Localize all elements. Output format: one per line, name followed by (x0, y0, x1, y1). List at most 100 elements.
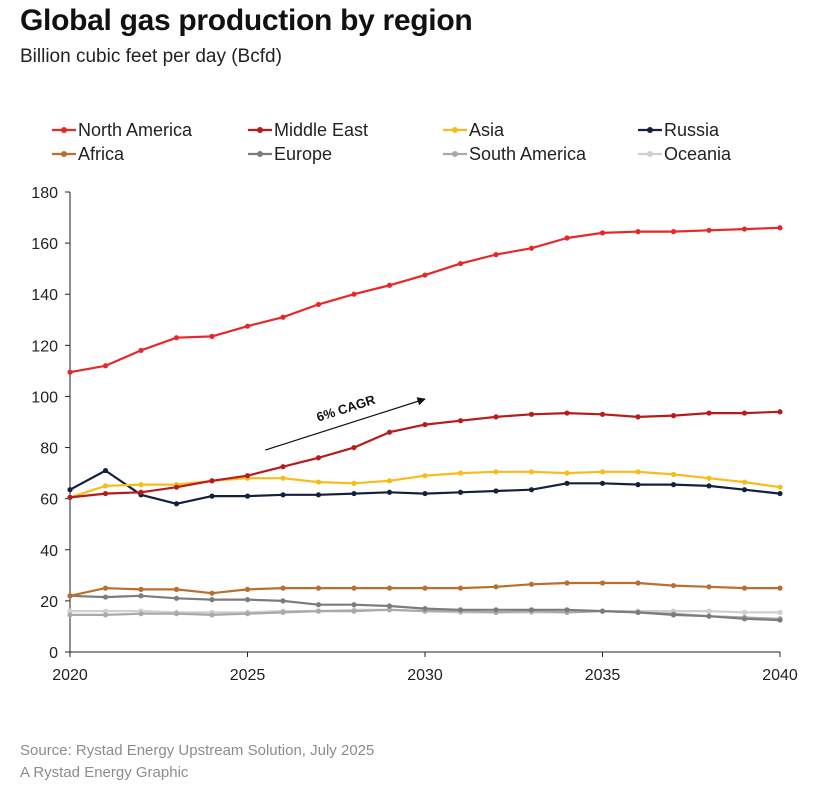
data-point-oceania (741, 609, 748, 615)
data-point-africa (280, 585, 286, 591)
legend-label: South America (469, 144, 587, 164)
y-tick-label: 40 (40, 543, 58, 560)
data-point-asia (280, 475, 286, 481)
data-point-africa (67, 593, 73, 599)
data-point-europe (777, 617, 783, 623)
x-tick-label: 2025 (230, 667, 266, 684)
data-point-russia (280, 492, 286, 498)
series-europe (67, 593, 783, 623)
data-point-africa (635, 580, 641, 586)
data-point-north-america (102, 363, 109, 369)
data-point-south-america (173, 611, 180, 617)
data-point-russia (315, 492, 322, 498)
data-point-europe (564, 607, 570, 613)
cagr-label: 6% CAGR (315, 392, 378, 425)
data-point-south-america (386, 607, 393, 613)
data-point-europe (209, 597, 215, 603)
data-point-europe (493, 607, 499, 613)
data-point-africa (670, 582, 677, 589)
data-point-middle-east (351, 444, 357, 451)
data-point-africa (173, 586, 180, 592)
legend-label: Russia (664, 120, 720, 140)
legend-label: Oceania (664, 144, 732, 164)
x-tick-label: 2020 (52, 667, 88, 684)
legend-label: Asia (469, 120, 505, 140)
legend-label: Europe (274, 144, 332, 164)
legend-label: Africa (78, 144, 125, 164)
x-tick-label: 2040 (762, 667, 798, 684)
data-point-russia (670, 482, 677, 488)
series-layer (67, 225, 783, 623)
source-text: Source: Rystad Energy Upstream Solution,… (20, 742, 375, 759)
data-point-middle-east (422, 421, 428, 428)
legend-swatch-marker (61, 151, 67, 157)
data-point-middle-east (564, 410, 570, 416)
legend-item-europe: Europe (248, 144, 332, 164)
data-point-north-america (138, 347, 144, 354)
data-point-north-america (599, 230, 606, 236)
legend-item-africa: Africa (52, 144, 125, 164)
data-point-middle-east (315, 455, 322, 461)
data-point-europe (102, 594, 109, 600)
data-point-middle-east (209, 478, 215, 484)
data-point-europe (280, 598, 286, 604)
y-tick-label: 180 (31, 185, 58, 202)
data-point-europe (670, 612, 677, 618)
data-point-middle-east (173, 484, 180, 490)
data-point-north-america (315, 301, 322, 308)
legend-item-north-america: North America (52, 120, 193, 140)
data-point-russia (173, 501, 180, 507)
data-point-europe (599, 608, 606, 614)
data-point-asia (777, 484, 783, 490)
data-point-south-america (351, 608, 357, 614)
legend-item-oceania: Oceania (638, 144, 732, 164)
data-point-oceania (67, 608, 73, 614)
legend-item-asia: Asia (443, 120, 505, 140)
y-tick-label: 20 (40, 594, 58, 611)
legend-label: North America (78, 120, 193, 140)
data-point-africa (386, 585, 393, 591)
data-point-north-america (457, 260, 464, 267)
y-tick-label: 80 (40, 441, 58, 458)
data-point-asia (599, 469, 606, 475)
legend-swatch-marker (61, 127, 67, 133)
series-middle-east (67, 409, 783, 500)
data-point-middle-east (635, 414, 641, 420)
data-point-africa (564, 580, 570, 586)
x-tick-label: 2030 (407, 667, 443, 684)
series-africa (67, 580, 783, 599)
series-russia (67, 467, 783, 507)
data-point-north-america (564, 235, 570, 241)
legend-swatch-marker (647, 151, 653, 157)
data-point-middle-east (244, 473, 251, 479)
data-point-europe (386, 603, 393, 609)
data-point-asia (493, 469, 499, 475)
data-point-europe (138, 593, 144, 599)
data-point-russia (777, 490, 783, 497)
y-tick-label: 120 (31, 338, 58, 355)
data-point-africa (457, 585, 464, 591)
data-point-russia (457, 489, 464, 495)
data-point-asia (706, 475, 712, 481)
data-point-africa (422, 585, 428, 591)
data-point-asia (564, 470, 570, 476)
data-point-asia (386, 478, 393, 484)
legend-item-middle-east: Middle East (248, 120, 368, 140)
data-point-south-america (244, 611, 251, 617)
annotation-layer: 6% CAGR (265, 392, 426, 451)
series-north-america (67, 225, 783, 375)
data-point-oceania (706, 608, 712, 614)
legend-item-russia: Russia (638, 120, 720, 140)
data-point-north-america (67, 369, 73, 375)
y-tick-label: 160 (31, 236, 58, 253)
cagr-arrow (265, 397, 426, 451)
data-point-north-america (173, 335, 180, 341)
data-point-north-america (706, 227, 712, 233)
chart-title: Global gas production by region (20, 4, 473, 37)
data-point-africa (741, 585, 748, 591)
data-point-africa (138, 586, 144, 592)
data-point-africa (351, 585, 357, 591)
data-point-russia (209, 493, 215, 499)
data-point-europe (315, 602, 322, 608)
y-tick-label: 60 (40, 492, 58, 509)
